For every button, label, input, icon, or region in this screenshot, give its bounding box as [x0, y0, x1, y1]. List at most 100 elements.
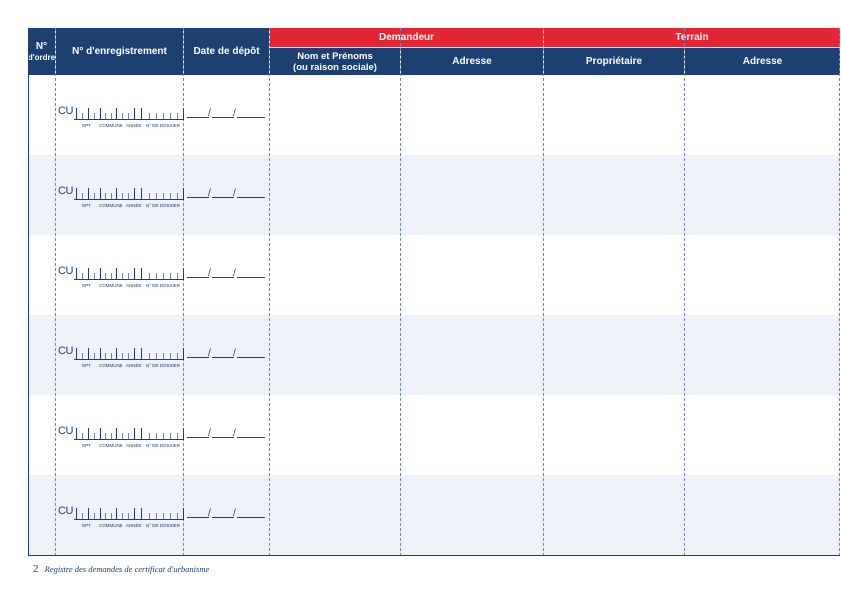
- digit-separator: [149, 353, 150, 359]
- date-segment: [237, 357, 265, 358]
- registration-number-field[interactable]: CU Dpt Commune Année N° de dossier: [58, 265, 184, 295]
- digit-separator: [82, 513, 83, 519]
- label-commune: Commune: [99, 123, 123, 128]
- header-owner: Propriétaire: [544, 48, 684, 75]
- digit-separator: [88, 108, 89, 119]
- digit-separator: [183, 428, 184, 439]
- digit-separator: [76, 268, 77, 279]
- digit-separator: [170, 193, 171, 199]
- date-segment: [212, 437, 234, 438]
- digit-separator: [141, 188, 142, 199]
- digit-separator: [128, 113, 129, 119]
- digit-separator: [105, 113, 106, 119]
- digit-separator: [100, 108, 101, 119]
- digit-separator: [116, 188, 117, 199]
- digit-separator: [156, 513, 157, 519]
- digit-separator: [183, 188, 184, 199]
- register-table: N° d'ordre N° d'enregistrement Date de d…: [28, 28, 840, 556]
- digit-separator: [88, 508, 89, 519]
- header-name-line2: (ou raison sociale): [293, 61, 377, 73]
- registration-prefix: CU: [58, 265, 73, 277]
- digit-separator: [100, 268, 101, 279]
- digit-separator: [134, 108, 135, 119]
- digit-separator: [149, 113, 150, 119]
- date-segment: [187, 117, 209, 118]
- digit-separator: [100, 428, 101, 439]
- digit-separator: [105, 273, 106, 279]
- header-order-line2: d'ordre: [27, 52, 56, 62]
- date-separator: /: [233, 508, 236, 519]
- registration-prefix: CU: [58, 505, 73, 517]
- digit-separator: [94, 513, 95, 519]
- digit-separator: [116, 428, 117, 439]
- digit-separator: [134, 428, 135, 439]
- registration-digit-boxes[interactable]: [74, 107, 184, 120]
- date-segment: [212, 197, 234, 198]
- deposit-date-field[interactable]: / /: [187, 264, 267, 279]
- registration-number-field[interactable]: CU Dpt Commune Année N° de dossier: [58, 345, 184, 375]
- digit-separator: [156, 273, 157, 279]
- digit-separator: [82, 113, 83, 119]
- digit-separator: [88, 348, 89, 359]
- registration-number-field[interactable]: CU Dpt Commune Année N° de dossier: [58, 185, 184, 215]
- registration-digit-boxes[interactable]: [74, 187, 184, 200]
- header-land-address: Adresse: [685, 48, 840, 75]
- registration-number-field[interactable]: CU Dpt Commune Année N° de dossier: [58, 425, 184, 455]
- label-year: Année: [126, 203, 142, 208]
- date-segment: [237, 277, 265, 278]
- digit-separator: [128, 273, 129, 279]
- digit-separator: [141, 428, 142, 439]
- date-segment: [187, 357, 209, 358]
- date-separator: /: [233, 108, 236, 119]
- digit-separator: [122, 193, 123, 199]
- digit-separator: [128, 513, 129, 519]
- date-segment: [187, 517, 209, 518]
- digit-separator: [170, 113, 171, 119]
- digit-separator: [111, 353, 112, 359]
- digit-separator: [156, 113, 157, 119]
- digit-separator: [156, 193, 157, 199]
- registration-digit-boxes[interactable]: [74, 507, 184, 520]
- digit-separator: [105, 353, 106, 359]
- digit-separator: [94, 353, 95, 359]
- digit-separator: [170, 353, 171, 359]
- digit-separator: [156, 433, 157, 439]
- registration-number-field[interactable]: CU Dpt Commune Année N° de dossier: [58, 105, 184, 135]
- column-line: [55, 28, 56, 556]
- date-separator: /: [233, 348, 236, 359]
- registration-digit-boxes[interactable]: [74, 347, 184, 360]
- registration-prefix: CU: [58, 345, 73, 357]
- date-segment: [237, 117, 265, 118]
- digit-separator: [122, 273, 123, 279]
- registration-digit-boxes[interactable]: [74, 427, 184, 440]
- deposit-date-field[interactable]: / /: [187, 184, 267, 199]
- digit-separator: [111, 433, 112, 439]
- digit-separator: [183, 348, 184, 359]
- deposit-date-field[interactable]: / /: [187, 344, 267, 359]
- registration-number-field[interactable]: CU Dpt Commune Année N° de dossier: [58, 505, 184, 535]
- label-commune: Commune: [99, 363, 123, 368]
- digit-separator: [141, 268, 142, 279]
- deposit-date-field[interactable]: / /: [187, 104, 267, 119]
- digit-separator: [149, 433, 150, 439]
- digit-separator: [177, 193, 178, 199]
- date-segment: [187, 437, 209, 438]
- header-group-land: Terrain: [544, 28, 840, 47]
- digit-separator: [163, 513, 164, 519]
- deposit-date-field[interactable]: / /: [187, 504, 267, 519]
- digit-separator: [111, 513, 112, 519]
- digit-separator: [163, 273, 164, 279]
- digit-separator: [183, 108, 184, 119]
- digit-separator: [149, 513, 150, 519]
- header-group-applicant-label: Demandeur: [378, 32, 434, 43]
- registration-digit-boxes[interactable]: [74, 267, 184, 280]
- deposit-date-field[interactable]: / /: [187, 424, 267, 439]
- header-group-land-label: Terrain: [675, 32, 709, 43]
- page-number: 2: [33, 563, 39, 575]
- digit-separator: [94, 193, 95, 199]
- date-segment: [212, 357, 234, 358]
- label-dept: Dpt: [82, 203, 91, 208]
- digit-separator: [141, 348, 142, 359]
- digit-separator: [105, 433, 106, 439]
- column-line: [400, 28, 401, 556]
